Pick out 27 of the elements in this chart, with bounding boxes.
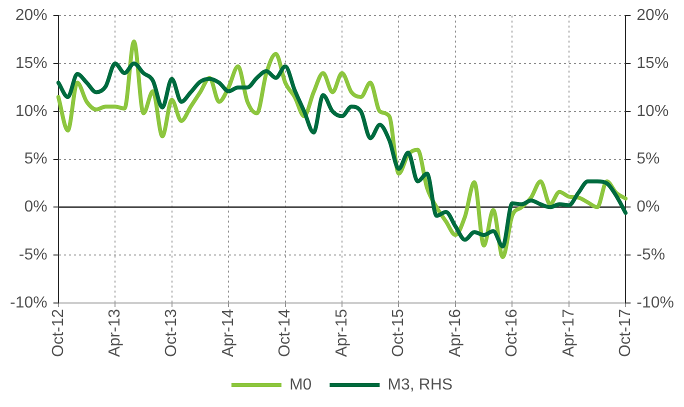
- x-tick-label: Apr-16: [446, 308, 464, 358]
- y-tick-label: -10%: [10, 294, 48, 312]
- y-tick-label: 10%: [15, 102, 48, 120]
- legend-label: M3, RHS: [388, 376, 453, 394]
- y2-tick-label: 10%: [636, 102, 669, 120]
- y2-tick-label: -5%: [636, 246, 666, 264]
- x-tick-label: Oct-15: [390, 308, 408, 357]
- y2-tick-label: 15%: [636, 54, 669, 72]
- x-tick-label: Apr-15: [333, 308, 350, 358]
- y-tick-label: 0%: [24, 198, 48, 216]
- y-tick-label: 5%: [24, 150, 48, 168]
- x-tick-label: Apr-17: [560, 308, 578, 358]
- x-tick-label: Oct-12: [50, 308, 67, 357]
- x-tick-label: Oct-17: [617, 308, 634, 357]
- y2-tick-label: 0%: [636, 198, 660, 216]
- y2-tick-label: -10%: [636, 294, 674, 312]
- y-tick-label: 20%: [15, 7, 48, 24]
- legend-label: M0: [289, 376, 312, 394]
- y-tick-label: -5%: [18, 246, 48, 264]
- x-tick-label: Apr-14: [220, 308, 237, 358]
- x-tick-label: Oct-13: [163, 308, 180, 357]
- x-tick-label: Apr-13: [106, 308, 124, 358]
- y2-tick-label: 20%: [636, 7, 669, 24]
- y-tick-label: 15%: [15, 54, 48, 72]
- y2-tick-label: 5%: [636, 150, 660, 168]
- x-tick-label: Oct-14: [276, 308, 294, 357]
- x-tick-label: Oct-16: [504, 308, 521, 357]
